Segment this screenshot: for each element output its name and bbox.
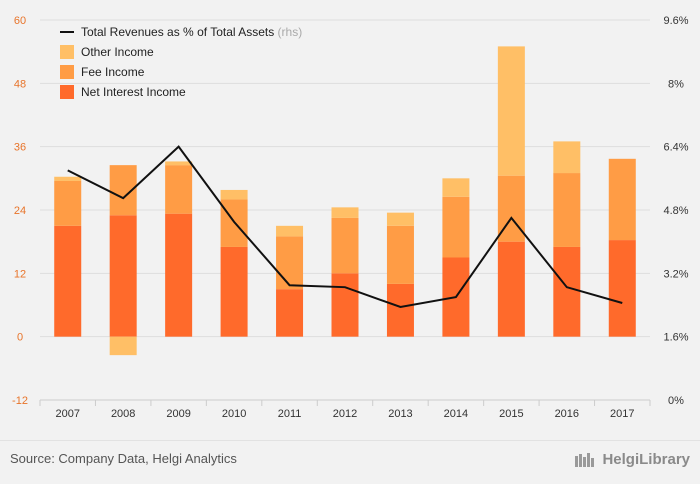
x-axis-tick-label: 2011 (278, 408, 302, 420)
right-axis-tick-label: 9.6% (663, 15, 688, 27)
revenue-ratio-line (67, 145, 623, 309)
fee-income-bar (386, 225, 414, 284)
fee-income-bar (553, 173, 581, 247)
legend-swatch (60, 45, 74, 59)
x-axis-tick-label: 2013 (388, 408, 412, 420)
chart: -12 0 12 24 36 48 60 0% 1.6% 3.2% 4.8% 6.4% 8% 9.6% 20… (12, 15, 689, 420)
legend-label-text: Other Income (81, 45, 154, 59)
other-income-bar (54, 176, 82, 181)
library-icon (575, 452, 595, 467)
other-income-bar (497, 46, 525, 176)
left-axis-tick-label: 48 (14, 78, 26, 90)
right-axis-tick-label: 0% (668, 395, 684, 407)
right-axis-tick-label: 1.6% (663, 332, 688, 344)
x-axis-tick-label: 2010 (222, 408, 246, 420)
net-interest-bar (165, 213, 193, 337)
other-income-bar (165, 161, 193, 166)
net-interest-bar (220, 246, 248, 337)
other-income-bar (331, 207, 359, 218)
legend-label: Other Income (81, 45, 154, 59)
x-axis-tick-label: 2015 (499, 408, 523, 420)
chart-svg: -12 0 12 24 36 48 60 0% 1.6% 3.2% 4.8% 6.4% 8% 9.6% 20… (12, 15, 689, 420)
right-axis-tick-label: 3.2% (663, 268, 688, 280)
other-income-bar (386, 212, 414, 226)
legend-swatch (60, 65, 74, 79)
x-axis-tick-label: 2009 (166, 408, 190, 420)
net-interest-bar (109, 215, 137, 337)
brand-logo: HelgiLibrary (574, 451, 690, 468)
x-axis-tick-label: 2012 (333, 408, 357, 420)
legend-label-text: Total Revenues as % of Total Assets (81, 25, 274, 39)
x-axis-tick-label: 2014 (444, 408, 468, 420)
legend-label-text: Net Interest Income (81, 85, 186, 99)
net-interest-bar (497, 241, 525, 337)
left-axis-tick-label: 0 (17, 332, 23, 344)
other-income-bar (220, 189, 248, 200)
right-axis-tick-label: 4.8% (663, 205, 688, 217)
right-axis-tick-label: 6.4% (663, 142, 688, 154)
legend-swatch (60, 85, 74, 99)
x-axis-tick-label: 2017 (610, 408, 634, 420)
left-axis-tick-label: 60 (14, 15, 26, 27)
fee-income-bar (54, 180, 82, 226)
left-axis-tick-label: 12 (14, 268, 26, 280)
left-axis-tick-label: 24 (14, 205, 26, 217)
other-income-bar (553, 141, 581, 174)
other-income-bar (109, 336, 137, 356)
right-axis-tick-label: 8% (668, 78, 684, 90)
legend-label-suffix: (rhs) (274, 25, 302, 39)
brand-name: HelgiLibrary (602, 451, 690, 468)
fee-income-bar (276, 236, 304, 290)
x-axis-tick-label: 2007 (55, 408, 79, 420)
footer: Source: Company Data, Helgi Analytics He… (0, 440, 700, 484)
left-axis-tick-label: 36 (14, 142, 26, 154)
other-income-bar (442, 178, 470, 197)
net-interest-bar (276, 289, 304, 337)
fee-income-bar (165, 165, 193, 214)
net-interest-bar (608, 240, 636, 337)
x-axis-tick-label: 2008 (111, 408, 135, 420)
fee-income-bar (442, 196, 470, 258)
net-interest-bar (386, 283, 414, 337)
fee-income-bar (331, 217, 359, 274)
legend-label: Net Interest Income (81, 85, 186, 99)
net-interest-bar (54, 225, 82, 337)
source-note: Source: Company Data, Helgi Analytics (10, 451, 237, 466)
x-axis-tick-label: 2016 (555, 408, 579, 420)
other-income-bar (276, 225, 304, 237)
fee-income-bar (608, 158, 636, 241)
left-axis-tick-label: -12 (12, 395, 28, 407)
legend-label: Fee Income (81, 65, 145, 79)
legend-label-text: Fee Income (81, 65, 145, 79)
net-interest-bar (331, 273, 359, 337)
net-interest-bar (553, 246, 581, 337)
legend-label: Total Revenues as % of Total Assets (rhs… (81, 25, 302, 39)
